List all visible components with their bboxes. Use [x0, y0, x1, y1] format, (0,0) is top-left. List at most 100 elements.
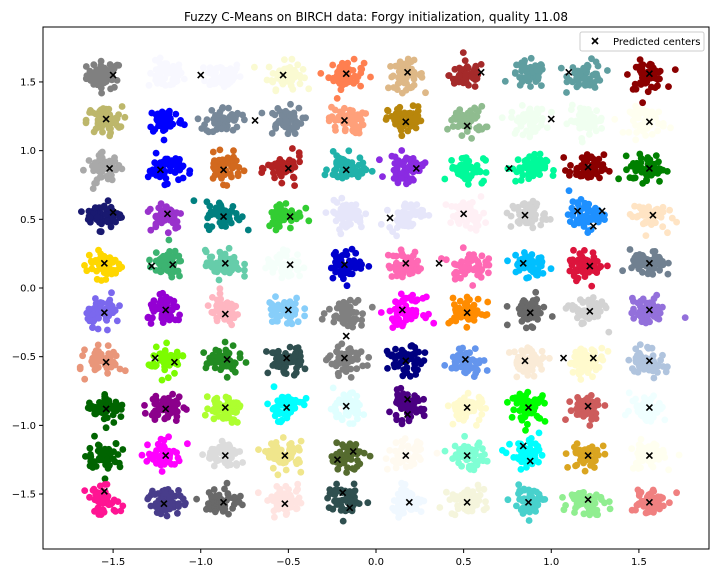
data-point	[152, 149, 160, 157]
data-point	[452, 268, 460, 276]
data-point	[519, 171, 527, 179]
data-point	[160, 136, 168, 144]
data-point	[384, 206, 391, 214]
data-point	[650, 313, 658, 320]
data-point	[81, 262, 88, 269]
data-point	[656, 266, 663, 274]
cluster	[262, 246, 308, 282]
data-point	[408, 167, 416, 175]
cluster	[200, 338, 250, 381]
data-point	[576, 359, 584, 367]
data-point	[115, 111, 122, 118]
data-point	[546, 354, 553, 362]
data-point	[296, 446, 303, 454]
data-point	[219, 80, 226, 87]
data-point	[284, 393, 292, 401]
data-point	[107, 223, 115, 231]
data-point	[593, 310, 601, 318]
data-point	[467, 107, 474, 115]
cluster	[255, 434, 305, 479]
data-point	[229, 408, 237, 416]
data-point	[111, 402, 118, 409]
cluster	[560, 151, 613, 182]
cluster	[499, 429, 546, 473]
data-point	[392, 411, 400, 419]
data-point	[483, 367, 491, 374]
data-point	[216, 290, 224, 297]
data-point	[175, 176, 182, 184]
data-point	[360, 59, 368, 67]
data-point	[86, 214, 94, 221]
cluster	[76, 341, 129, 383]
data-point	[459, 307, 467, 314]
data-point	[526, 314, 534, 322]
cluster	[567, 344, 612, 383]
data-point	[278, 179, 286, 187]
data-point	[570, 272, 578, 280]
data-point	[451, 261, 459, 268]
data-point	[112, 269, 119, 277]
data-point	[512, 251, 519, 259]
data-point	[458, 132, 466, 140]
data-point	[362, 210, 370, 218]
data-point	[292, 458, 300, 466]
data-point	[294, 212, 301, 220]
data-point	[455, 71, 463, 79]
cluster	[258, 100, 309, 138]
data-point	[224, 71, 231, 79]
data-point	[503, 321, 511, 329]
data-point	[654, 407, 662, 414]
data-point	[464, 181, 472, 188]
data-point	[386, 224, 394, 231]
data-point	[393, 352, 401, 360]
data-point	[631, 174, 639, 182]
data-point	[504, 165, 512, 173]
data-point	[296, 158, 303, 166]
data-point	[102, 211, 110, 218]
data-point	[236, 73, 244, 80]
data-point	[184, 440, 191, 448]
data-point	[441, 362, 449, 369]
data-point	[422, 89, 429, 97]
data-point	[241, 260, 249, 268]
data-point	[414, 103, 422, 110]
data-point	[333, 413, 340, 421]
data-point	[572, 462, 579, 470]
data-point	[294, 61, 302, 69]
data-point	[330, 196, 338, 204]
data-point	[347, 374, 355, 381]
data-point	[103, 317, 111, 324]
data-point	[638, 354, 645, 362]
data-point	[392, 62, 399, 70]
data-point	[527, 398, 535, 406]
data-point	[218, 363, 226, 371]
data-point	[599, 442, 607, 450]
data-point	[201, 411, 209, 419]
data-point	[632, 254, 640, 261]
cluster	[209, 146, 248, 189]
data-point	[581, 273, 589, 280]
data-point	[411, 360, 418, 367]
data-point	[228, 111, 236, 118]
data-point	[667, 124, 674, 132]
data-point	[566, 398, 574, 405]
cluster	[441, 154, 490, 188]
data-point	[368, 303, 376, 311]
data-point	[409, 102, 417, 110]
data-point	[420, 395, 427, 403]
data-point	[477, 452, 485, 460]
data-point	[230, 153, 237, 161]
data-point	[148, 109, 156, 117]
data-point	[624, 71, 631, 78]
data-point	[208, 107, 216, 114]
data-point	[442, 201, 450, 209]
data-point	[470, 312, 477, 320]
data-point	[478, 102, 486, 110]
data-point	[301, 312, 308, 320]
data-point	[350, 115, 357, 123]
data-point	[352, 122, 360, 130]
data-point	[149, 166, 157, 174]
data-point	[399, 89, 406, 97]
data-point	[407, 462, 415, 470]
data-point	[596, 263, 604, 271]
